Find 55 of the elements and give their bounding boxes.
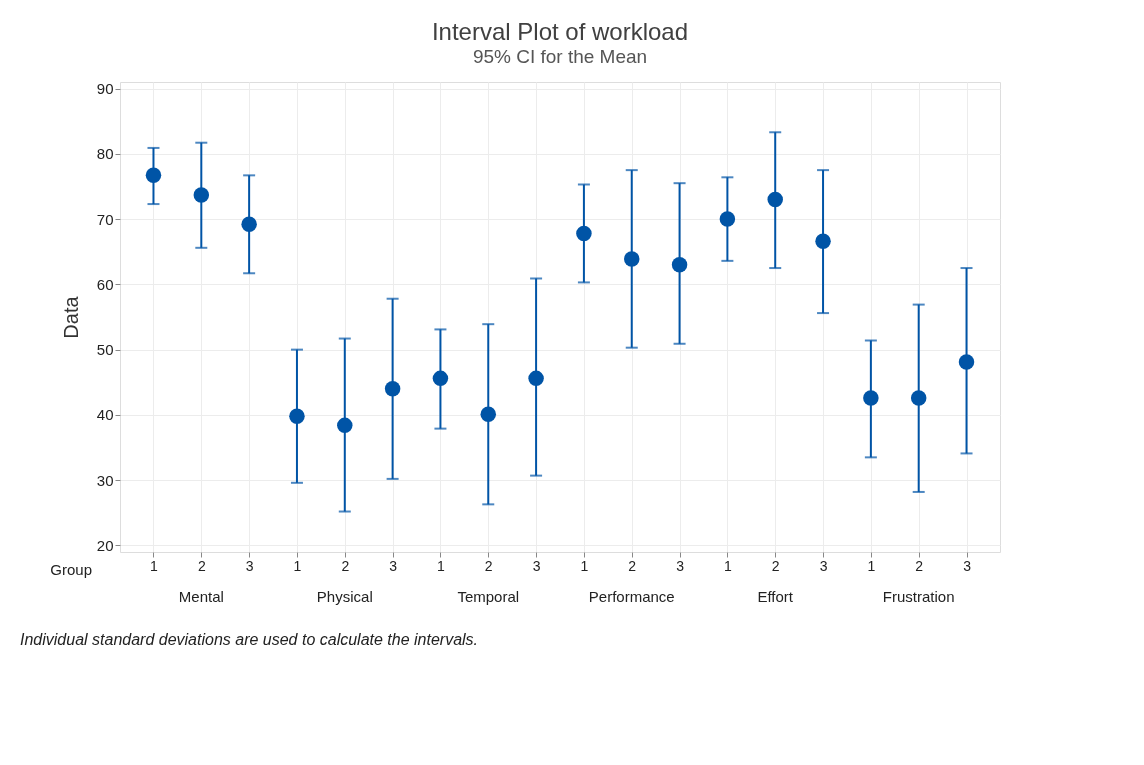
x-tick-label: 2 <box>771 557 780 574</box>
x-tick-label: 2 <box>915 557 924 574</box>
text: Mental <box>178 588 224 605</box>
x-tick-label: 3 <box>532 557 541 574</box>
x-tick-label: 1 <box>867 557 876 574</box>
point <box>576 225 592 242</box>
x-tick-label: 3 <box>676 557 685 574</box>
x-tick-label: 3 <box>389 557 398 574</box>
x-tick-label: 1 <box>723 557 732 574</box>
text: Temporal <box>457 588 520 605</box>
x-tick-label: 3 <box>245 557 254 574</box>
point <box>958 354 975 370</box>
point <box>815 233 831 250</box>
y-axis-title: Data <box>59 295 82 339</box>
point <box>623 251 640 267</box>
point <box>145 167 162 184</box>
y-tick-label: 20 <box>96 536 114 554</box>
x-tick-label: 2 <box>197 557 206 574</box>
y-tick-label: 60 <box>96 275 114 293</box>
point <box>528 370 544 387</box>
x-tick-label: 1 <box>437 557 446 574</box>
y-tick-label: 70 <box>96 210 114 228</box>
y-tick-label: 90 <box>96 80 114 98</box>
y-tick-label: 40 <box>96 406 114 424</box>
point <box>193 187 210 203</box>
point <box>910 390 927 406</box>
x-tick-label: 1 <box>293 557 302 574</box>
text: Effort <box>757 588 794 605</box>
text: Frustration <box>882 588 955 605</box>
chart-subtitle: 95% CI for the Mean <box>472 45 648 67</box>
x-tick-label: 1 <box>580 557 589 574</box>
point <box>480 406 497 422</box>
chart-title: Interval Plot of workload <box>431 17 689 45</box>
point <box>432 370 449 387</box>
point <box>671 257 688 273</box>
point <box>384 381 401 397</box>
x-tick-label: 2 <box>341 557 350 574</box>
point <box>337 417 353 434</box>
text: Individual standard deviations are used to calculate the intervals. <box>20 631 479 648</box>
x-tick-label: 2 <box>484 557 493 574</box>
point <box>767 191 783 208</box>
text: Performance <box>588 588 675 605</box>
y-tick-label: 30 <box>96 471 114 489</box>
point <box>863 390 879 406</box>
x-tick-label: 1 <box>150 557 159 574</box>
x-tick-label: 3 <box>963 557 972 574</box>
x-tick-label: 2 <box>628 557 637 574</box>
x-axis-title: Group <box>50 561 92 578</box>
text: Physical <box>316 588 373 605</box>
point <box>241 216 257 233</box>
y-tick-label: 80 <box>96 145 114 163</box>
x-tick-label: 3 <box>819 557 828 574</box>
point <box>719 211 736 227</box>
point <box>289 408 305 424</box>
y-tick-label: 50 <box>96 341 114 359</box>
